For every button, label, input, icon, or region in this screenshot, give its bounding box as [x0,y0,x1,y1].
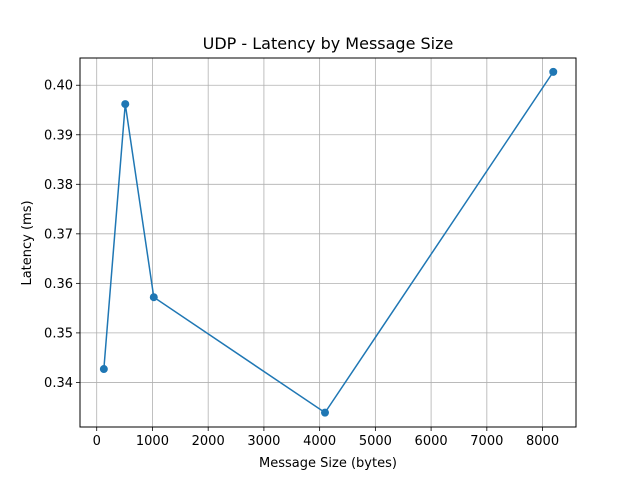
grid [80,58,576,427]
series-group [99,67,558,417]
series-line [103,71,554,414]
x-tick-label: 8000 [526,434,559,449]
y-axis-ticks: 0.34 0.35 0.36 0.37 0.38 0.39 0.40 [44,79,80,391]
x-tick-label: 3000 [247,434,280,449]
data-point [320,408,329,417]
data-point [549,67,558,76]
y-tick-label: 0.35 [44,326,73,341]
y-tick-label: 0.36 [44,277,73,292]
x-tick-label: 2000 [192,434,225,449]
x-tick-label: 7000 [470,434,503,449]
chart-title: UDP - Latency by Message Size [203,34,454,53]
data-point [149,293,158,302]
data-point [99,365,108,374]
y-tick-label: 0.34 [44,376,73,391]
x-tick-label: 6000 [415,434,448,449]
plot-frame [79,57,577,428]
x-tick-label: 5000 [359,434,392,449]
y-tick-label: 0.39 [44,128,73,143]
x-tick-label: 1000 [136,434,169,449]
x-axis-ticks: 0 1000 2000 3000 4000 5000 6000 7000 8000 [93,427,559,449]
x-tick-label: 4000 [303,434,336,449]
y-tick-label: 0.37 [44,227,73,242]
x-tick-label: 0 [93,434,101,449]
data-point [121,100,130,109]
y-tick-label: 0.40 [44,79,73,94]
x-axis-label: Message Size (bytes) [259,456,397,471]
y-tick-label: 0.38 [44,178,73,193]
y-axis-label: Latency (ms) [20,200,35,285]
